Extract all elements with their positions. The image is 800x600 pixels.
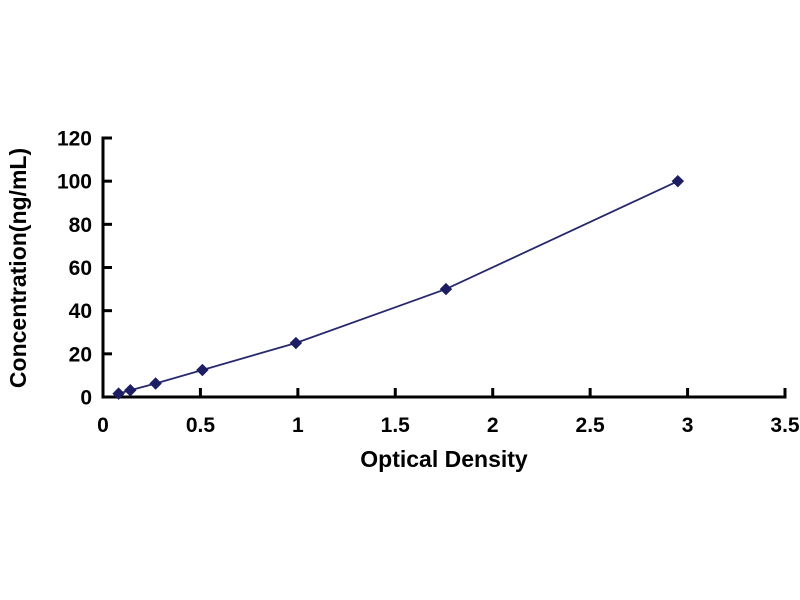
y-tick-label: 120 xyxy=(57,128,92,151)
data-point-marker xyxy=(124,384,137,397)
x-tick-label: 1.5 xyxy=(381,414,411,437)
data-point-marker xyxy=(196,363,209,377)
series-standard-curve xyxy=(112,174,685,400)
x-tick-label: 2.5 xyxy=(576,414,606,437)
data-point-marker xyxy=(289,336,303,350)
y-tick-label: 100 xyxy=(57,171,92,194)
x-tick-label: 1 xyxy=(292,414,304,437)
x-tick-label: 2 xyxy=(487,414,499,437)
standard-curve-line xyxy=(118,180,679,395)
x-tick-label: 3.5 xyxy=(770,414,800,437)
data-point-marker xyxy=(112,387,125,400)
y-tick-label: 40 xyxy=(69,300,92,323)
y-tick-label: 60 xyxy=(69,257,92,280)
data-point-marker xyxy=(149,377,162,390)
y-axis-title: Concentration(ng/mL) xyxy=(5,148,31,388)
x-tick-label: 0.5 xyxy=(186,414,216,437)
data-point-marker xyxy=(439,282,453,296)
y-tick-label: 0 xyxy=(80,387,92,410)
y-tick-label: 20 xyxy=(69,343,92,366)
x-axis-title: Optical Density xyxy=(360,446,528,472)
x-tick-label: 3 xyxy=(682,414,694,437)
x-tick-label: 0 xyxy=(97,414,109,437)
y-tick-label: 80 xyxy=(69,214,92,237)
x-axis-ticks: 0 0.5 1 1.5 2 2.5 3 3.5 xyxy=(97,388,800,437)
data-point-marker xyxy=(671,174,685,188)
axes xyxy=(101,136,787,399)
y-axis-ticks: 0 20 40 60 80 100 120 xyxy=(57,128,112,410)
